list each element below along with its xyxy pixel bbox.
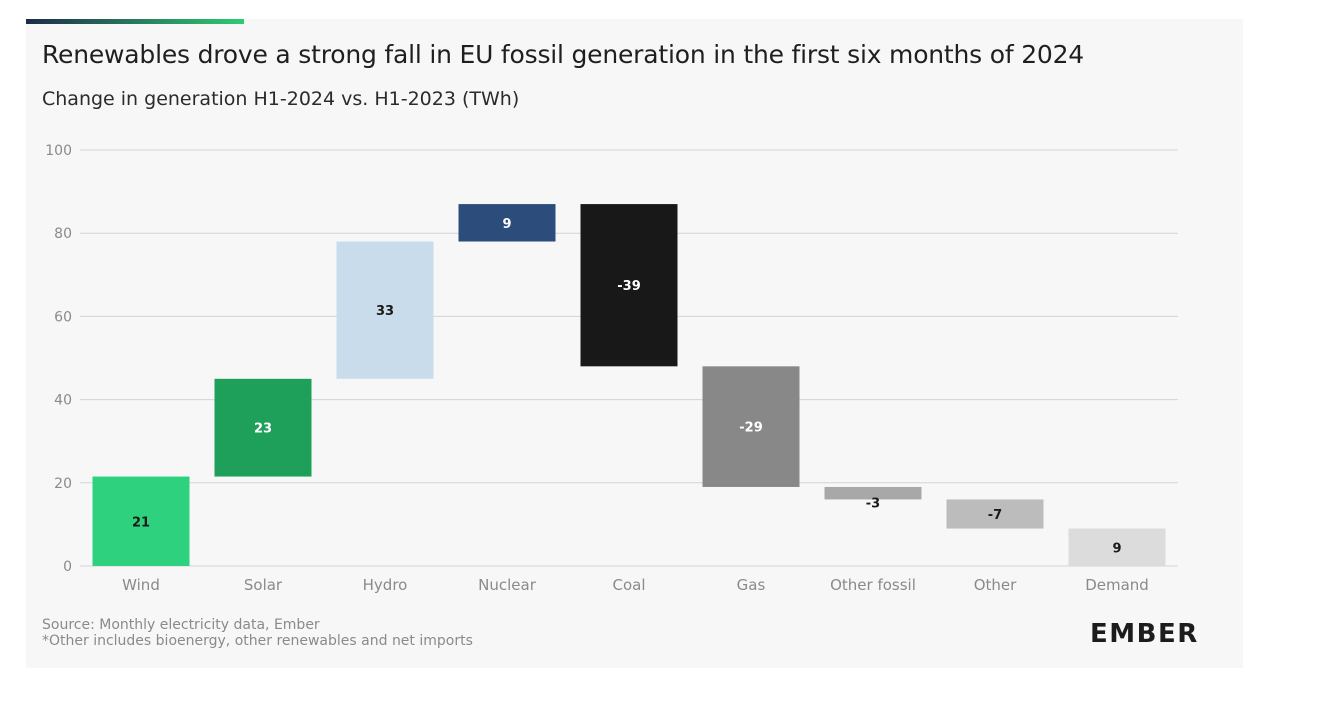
- x-tick-label: Solar: [244, 576, 283, 594]
- bars: [92, 204, 1166, 566]
- x-axis-ticks: Wind Solar Hydro Nuclear Coal Gas Other fossil…: [122, 576, 1149, 594]
- bar-value-label: -7: [988, 508, 1002, 523]
- bar-value-label: -29: [739, 421, 763, 436]
- bar-value-label: 9: [1112, 541, 1121, 556]
- bar-gas: [702, 366, 800, 487]
- bar-value-label: -3: [866, 496, 880, 511]
- x-tick-label: Nuclear: [478, 576, 537, 594]
- bar-coal: [580, 204, 678, 367]
- bar-value-label: 9: [502, 217, 511, 232]
- bar-other-fossil: [824, 486, 922, 500]
- chart-title: Renewables drove a strong fall in EU fos…: [42, 40, 1085, 69]
- bar-nuclear: [458, 204, 556, 242]
- y-tick-label: 40: [54, 393, 72, 409]
- ember-logo: EMBER: [1090, 619, 1199, 649]
- x-tick-label: Gas: [737, 576, 766, 594]
- x-tick-label: Other: [974, 576, 1017, 594]
- bar-value-label: 23: [254, 422, 272, 437]
- bar-wind: [92, 476, 190, 566]
- bar-solar: [214, 378, 312, 477]
- chart-subtitle: Change in generation H1-2024 vs. H1-2023…: [42, 88, 520, 110]
- x-tick-label: Other fossil: [830, 576, 916, 594]
- y-axis-ticks: 0 20 40 60 80 100: [45, 143, 72, 575]
- bar-demand: [1068, 528, 1166, 566]
- x-tick-label: Demand: [1085, 576, 1149, 594]
- y-tick-label: 0: [63, 559, 72, 575]
- bar-hydro: [336, 241, 434, 379]
- bar-value-label: 33: [376, 304, 394, 319]
- x-tick-label: Wind: [122, 576, 160, 594]
- bar-labels: 21 23 33 9 -39 -29 -3 -7 9: [132, 217, 1122, 556]
- bar-value-label: -39: [617, 279, 641, 294]
- y-tick-label: 80: [54, 226, 72, 242]
- source-note: Source: Monthly electricity data, Ember …: [42, 617, 473, 649]
- x-tick-label: Coal: [612, 576, 645, 594]
- y-tick-label: 60: [54, 309, 72, 325]
- x-tick-label: Hydro: [363, 576, 408, 594]
- bar-value-label: 21: [132, 515, 150, 530]
- y-tick-label: 100: [45, 143, 72, 159]
- accent-bar: [26, 19, 244, 24]
- y-tick-label: 20: [54, 476, 72, 492]
- footnote-text: *Other includes bioenergy, other renewab…: [42, 633, 473, 649]
- source-text: Source: Monthly electricity data, Ember: [42, 617, 320, 633]
- bar-other: [946, 499, 1044, 529]
